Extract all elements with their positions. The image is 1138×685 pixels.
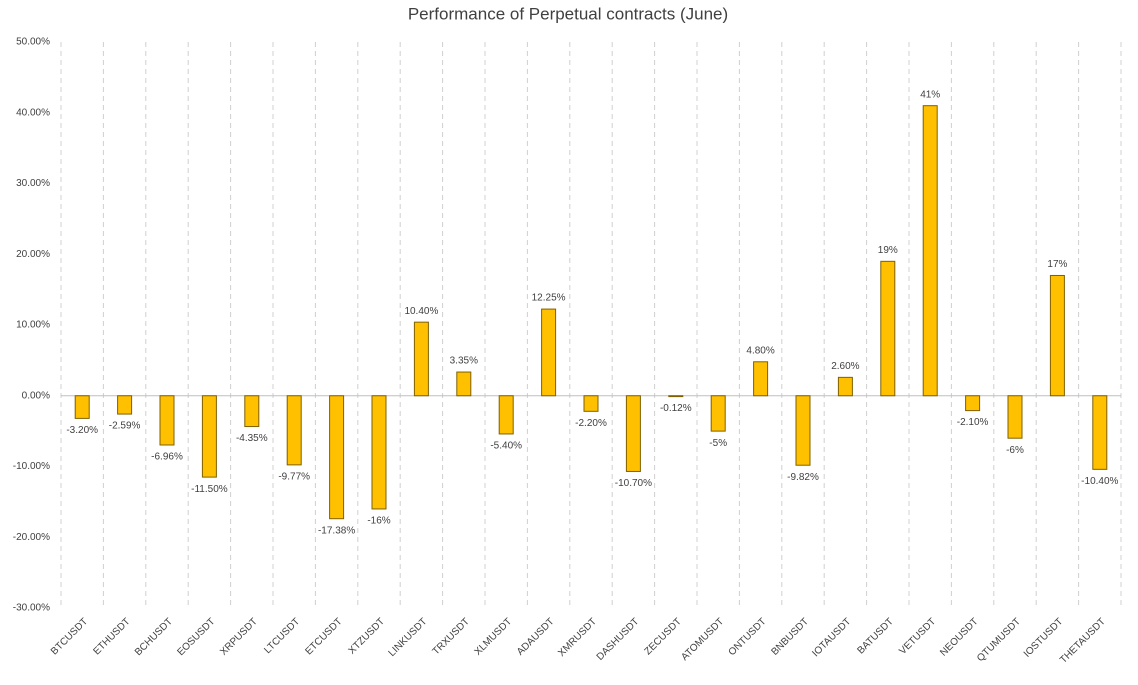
value-label: -9.82% [787, 472, 819, 483]
value-label: -5.40% [490, 441, 522, 452]
y-tick-label: 10.00% [16, 320, 50, 331]
x-tick-label: XMRUSDT [556, 616, 599, 659]
x-tick-label: BCHUSDT [133, 616, 175, 658]
value-label: 41% [920, 89, 940, 100]
bar [201, 395, 217, 478]
value-label: -10.70% [615, 478, 652, 489]
x-tick-label: ATOMUSDT [679, 616, 726, 663]
bar [710, 395, 726, 432]
y-tick-label: -30.00% [13, 603, 50, 614]
x-tick-label: XLMUSDT [473, 616, 515, 658]
bar [753, 361, 769, 397]
x-tick-label: VETUSDT [897, 616, 938, 657]
bar [625, 395, 641, 472]
value-label: 12.25% [532, 293, 566, 304]
bar [880, 260, 896, 397]
value-label: -6.96% [151, 452, 183, 463]
chart-title: Performance of Perpetual contracts (June… [408, 4, 728, 23]
x-tick-label: XRPUSDT [218, 616, 260, 658]
value-label: 3.35% [450, 356, 478, 367]
x-tick-label: LTCUSDT [262, 616, 302, 656]
bar [1092, 395, 1108, 470]
x-tick-label: NEOUSDT [938, 616, 980, 658]
bar [668, 395, 684, 398]
bar [965, 395, 981, 412]
value-label: -11.50% [191, 484, 228, 495]
bar [286, 395, 302, 466]
y-tick-label: -10.00% [13, 461, 50, 472]
value-label: -3.20% [66, 425, 98, 436]
bar [795, 395, 811, 466]
bar [413, 321, 429, 397]
bar [541, 308, 557, 397]
value-label: 19% [878, 245, 898, 256]
x-tick-label: ETHUSDT [91, 616, 132, 657]
y-tick-label: -20.00% [13, 532, 50, 543]
x-tick-label: IOSTUSDT [1022, 616, 1066, 660]
x-tick-label: BTCUSDT [49, 616, 90, 657]
y-tick-label: 40.00% [16, 107, 50, 118]
value-label: 10.40% [404, 306, 438, 317]
x-tick-label: TRXUSDT [431, 616, 472, 657]
value-label: 17% [1047, 259, 1067, 270]
x-tick-label: BNBUSDT [769, 616, 811, 658]
x-tick-label: EOSUSDT [175, 616, 217, 658]
bar [837, 376, 853, 397]
value-label: -5% [709, 438, 727, 449]
bar [117, 395, 133, 415]
value-label: 2.60% [831, 361, 859, 372]
x-tick-label: ONTUSDT [727, 616, 769, 658]
bar [1007, 395, 1023, 439]
value-label: -0.12% [660, 403, 692, 414]
bar [74, 395, 90, 419]
bar [371, 395, 387, 510]
value-label: -17.38% [318, 525, 355, 536]
x-tick-label: XTZUSDT [347, 616, 387, 656]
value-label: -2.10% [957, 417, 989, 428]
value-label: -2.59% [109, 421, 141, 432]
y-tick-label: 30.00% [16, 178, 50, 189]
value-label: -2.20% [575, 418, 607, 429]
value-label: -9.77% [278, 472, 310, 483]
y-tick-label: 20.00% [16, 249, 50, 260]
y-tick-label: 50.00% [16, 37, 50, 48]
value-label: -10.40% [1081, 476, 1118, 487]
x-tick-label: LINKUSDT [387, 616, 430, 659]
bar [456, 371, 472, 397]
bar [159, 395, 175, 446]
bar [244, 395, 260, 428]
x-tick-label: QTUMUSDT [975, 616, 1023, 664]
x-tick-label: BATUSDT [856, 616, 896, 656]
x-tick-label: THETAUSDT [1058, 616, 1108, 666]
x-tick-label: ADAUSDT [515, 616, 557, 658]
value-label: 4.80% [746, 345, 774, 356]
bar [329, 395, 345, 520]
x-tick-label: ETCUSDT [303, 616, 344, 657]
value-label: -16% [367, 516, 390, 527]
y-tick-label: 0.00% [22, 390, 50, 401]
value-label: -4.35% [236, 433, 268, 444]
bar [498, 395, 514, 435]
x-tick-label: ZECUSDT [643, 616, 684, 657]
x-tick-label: IOTAUSDT [810, 616, 853, 659]
x-tick-label: DASHUSDT [595, 616, 642, 663]
bar [583, 395, 599, 412]
value-label: -6% [1006, 445, 1024, 456]
bar [1049, 274, 1065, 397]
bar [922, 105, 938, 397]
